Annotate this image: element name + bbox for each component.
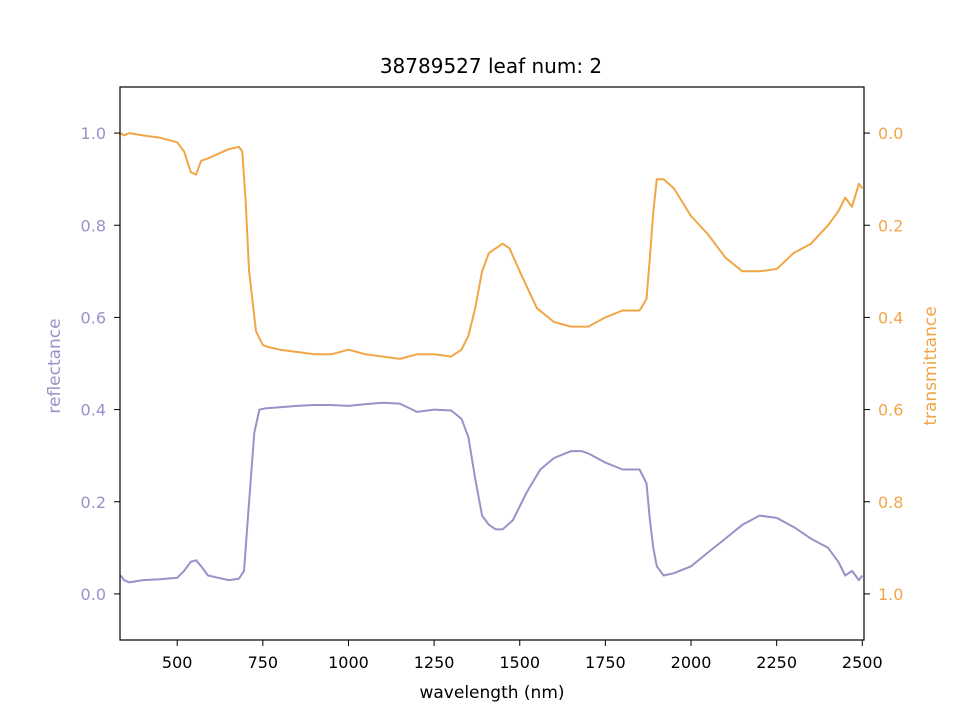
left-y-tick-label: 0.2: [81, 493, 106, 512]
x-tick-label: 750: [248, 653, 279, 672]
right-y-tick-label: 0.8: [878, 493, 903, 512]
right-y-tick-label: 0.0: [878, 124, 903, 143]
right-y-axis: 0.0 0.2 0.4 0.6 0.8 1.0: [864, 124, 903, 604]
right-y-tick-label: 0.6: [878, 401, 903, 420]
left-y-tick-label: 0.8: [81, 216, 106, 235]
series-line-reflectance: [119, 401, 864, 584]
right-y-axis-label: transmittance: [921, 306, 941, 425]
x-tick-label: 1500: [499, 653, 540, 672]
x-tick-label: 1000: [328, 653, 369, 672]
left-y-tick-label: 1.0: [81, 124, 106, 143]
series-layer: [119, 132, 864, 584]
left-y-axis-label: reflectance: [45, 318, 65, 413]
left-y-tick-label: 0.0: [81, 585, 106, 604]
x-axis: 500 750 1000 1250 1500 1750 2000 2250 2500: [162, 640, 883, 672]
right-y-tick-label: 1.0: [878, 585, 903, 604]
series-line-transmittance: [120, 132, 864, 360]
right-y-tick-label: 0.2: [878, 216, 903, 235]
chart-title: 38789527 leaf num: 2: [380, 54, 602, 78]
x-axis-label: wavelength (nm): [419, 683, 564, 703]
right-y-tick-label: 0.4: [878, 308, 903, 327]
x-tick-label: 500: [162, 653, 193, 672]
x-tick-label: 1250: [414, 653, 455, 672]
x-tick-label: 1750: [585, 653, 626, 672]
left-y-axis: 0.0 0.2 0.4 0.6 0.8 1.0: [81, 124, 120, 604]
plot-frame: [119, 86, 865, 641]
left-y-tick-label: 0.4: [81, 401, 106, 420]
x-tick-label: 2250: [756, 653, 797, 672]
left-y-tick-label: 0.6: [81, 308, 106, 327]
x-tick-label: 2000: [671, 653, 712, 672]
x-tick-label: 2500: [842, 653, 883, 672]
